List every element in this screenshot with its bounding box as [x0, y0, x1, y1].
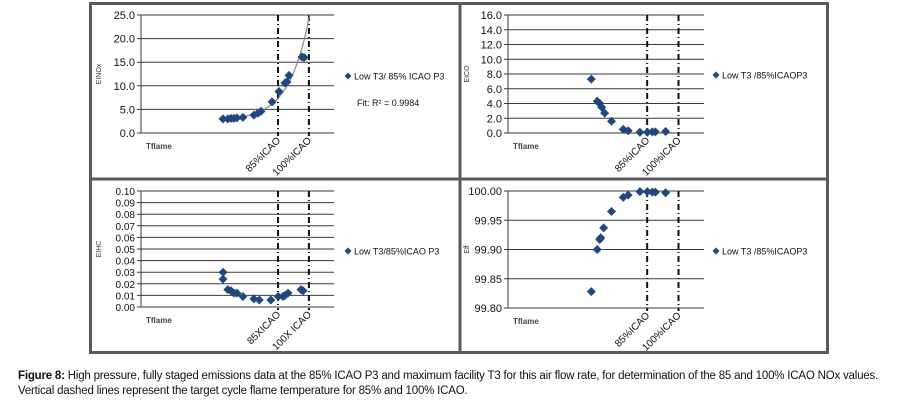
y-tick-label: 0.03	[116, 268, 136, 279]
caption-label: Figure 8:	[18, 370, 65, 382]
legend-label: Low T3/ 85% ICAO P3	[354, 72, 444, 82]
fit-curve	[222, 14, 311, 120]
legend-label: Low T3/85%ICAO P3	[354, 247, 439, 257]
data-point	[635, 127, 645, 137]
data-point	[232, 288, 242, 298]
figure-caption: Figure 8: High pressure, fully staged em…	[18, 369, 908, 399]
data-point	[299, 52, 309, 62]
legend-marker	[344, 247, 352, 255]
y-tick-label: 99.85	[474, 274, 502, 286]
caption-text: High pressure, fully staged emissions da…	[18, 370, 879, 397]
y-axis-label: EINOx	[96, 63, 103, 84]
y-tick-label: 0.0	[120, 128, 135, 140]
y-tick-label: 100.00	[468, 186, 502, 198]
data-point	[218, 274, 228, 284]
data-point	[254, 295, 264, 305]
y-tick-label: 0.10	[116, 187, 136, 198]
y-tick-label: 10.0	[481, 54, 502, 66]
data-point	[650, 127, 660, 137]
y-tick-label: 15.0	[114, 57, 135, 69]
data-point	[650, 187, 660, 197]
legend-marker	[712, 71, 720, 79]
y-tick-label: 20.0	[114, 34, 135, 46]
y-tick-label: 10.0	[114, 81, 135, 93]
y-tick-label: 99.95	[474, 215, 502, 227]
y-tick-label: 16.0	[481, 10, 502, 22]
y-tick-label: 0.00	[116, 303, 136, 314]
y-tick-label: 6.0	[487, 84, 502, 96]
data-point	[273, 292, 283, 302]
data-point	[283, 288, 293, 298]
y-tick-label: 99.80	[474, 303, 502, 315]
data-point	[661, 127, 671, 137]
data-point	[600, 108, 610, 118]
data-point	[592, 245, 602, 254]
y-axis-label: EICO	[464, 65, 471, 83]
y-tick-label: 14.0	[481, 25, 502, 37]
y-tick-label: 2.0	[487, 113, 502, 125]
data-point	[599, 223, 609, 233]
y-tick-label: 99.90	[474, 245, 502, 257]
y-tick-label: 0.02	[116, 280, 136, 291]
data-point	[232, 113, 242, 123]
fit-label: Fit: R² = 0.9984	[357, 98, 419, 108]
y-tick-label: 0.07	[116, 222, 136, 233]
data-point	[642, 127, 652, 137]
x-axis-label: Tflame	[513, 317, 539, 326]
data-point	[266, 295, 276, 305]
chart-eico: 0.0 2.0 4.0 6.0 8.0 10.0 12.0 14.0 16.0 EICO Tflam…	[464, 10, 807, 178]
data-point	[298, 286, 308, 296]
data-point	[635, 187, 645, 197]
y-tick-label: 5.0	[120, 104, 135, 116]
data-point	[606, 116, 616, 126]
y-tick-label: 4.0	[487, 99, 502, 111]
x-axis-label: Tflame	[146, 316, 172, 325]
y-tick-label: 25.0	[114, 10, 135, 22]
y-tick-label: 0.08	[116, 210, 136, 221]
data-point	[661, 188, 671, 198]
legend-label: Low T3 /85%ICAOP3	[722, 247, 807, 257]
data-point	[218, 267, 228, 277]
y-tick-label: 0.04	[116, 257, 136, 268]
data-point	[586, 287, 596, 297]
data-point	[274, 86, 284, 96]
data-point	[218, 114, 228, 124]
y-tick-label: 0.01	[116, 291, 136, 302]
data-point	[284, 70, 294, 80]
y-tick-label: 0.06	[116, 233, 136, 244]
data-point	[256, 106, 266, 116]
y-axis-label: Eff	[464, 245, 471, 253]
data-point	[267, 97, 277, 107]
y-axis-label: EIHC	[96, 241, 103, 258]
data-point	[606, 206, 616, 216]
legend-marker	[712, 247, 720, 255]
data-point	[596, 233, 606, 243]
y-tick-label: 0.05	[116, 245, 136, 256]
y-tick-label: 0.09	[116, 199, 136, 210]
y-tick-label: 8.0	[487, 69, 502, 81]
chart-eihc: 0.000.010.020.030.040.050.060.070.080.09…	[96, 187, 439, 353]
data-point	[623, 126, 633, 136]
legend-marker	[344, 72, 352, 80]
x-axis-label: Tflame	[513, 142, 539, 151]
data-point	[623, 190, 633, 200]
data-point	[238, 292, 248, 302]
y-tick-label: 12.0	[481, 40, 502, 52]
data-point	[238, 112, 248, 122]
x-axis-label: Tflame	[146, 142, 172, 151]
legend-label: Low T3 /85%ICAOP3	[722, 71, 807, 81]
y-tick-label: 0.0	[487, 128, 502, 140]
data-point	[586, 74, 596, 84]
